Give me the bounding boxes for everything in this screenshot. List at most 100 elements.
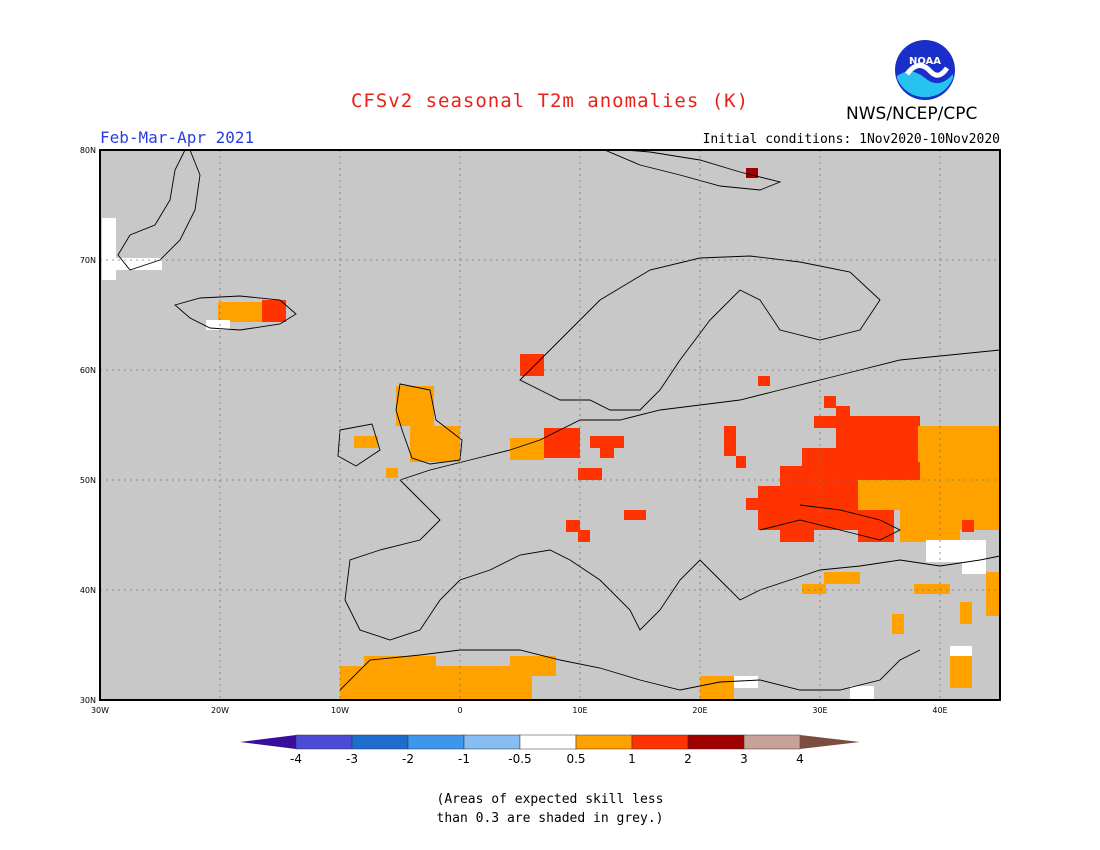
initial-conditions-label: Initial conditions: 1Nov2020-10Nov2020	[702, 132, 1000, 147]
anomaly-cell	[396, 386, 434, 426]
anomaly-cell	[824, 396, 836, 408]
map-title: CFSv2 seasonal T2m anomalies (K)	[350, 90, 750, 112]
noaa-logo-wave	[897, 71, 953, 98]
lon-label: 0	[457, 706, 462, 715]
anomaly-cell	[410, 426, 460, 462]
ireland-coast	[337, 423, 381, 467]
anomaly-cell	[858, 510, 894, 542]
anomaly-cell	[510, 438, 544, 460]
lon-label: 10E	[572, 706, 587, 715]
anomaly-cell	[814, 416, 836, 428]
anomaly-cell	[510, 656, 556, 676]
anomaly-cell	[836, 406, 850, 416]
skill-note-line1: (Areas of expected skill less	[436, 792, 664, 807]
colorbar-label: 4	[796, 752, 804, 766]
colorbar-label: -4	[290, 752, 302, 766]
lon-label: 20W	[211, 706, 229, 715]
lat-label: 60N	[80, 366, 96, 375]
anomaly-cell	[386, 468, 398, 478]
lon-label: 30E	[812, 706, 827, 715]
lat-label: 70N	[80, 256, 96, 265]
colorbar-low-arrow	[240, 735, 296, 749]
anomaly-cell	[858, 480, 942, 510]
anomaly-cell	[758, 376, 770, 386]
anomaly-cell	[780, 530, 814, 542]
colorbar-swatch	[687, 734, 745, 750]
anomaly-cells	[102, 168, 1000, 700]
colorbar-label: 2	[684, 752, 692, 766]
anomaly-cell	[824, 572, 860, 584]
anomaly-cell	[340, 666, 532, 700]
iceland-coast	[174, 295, 297, 331]
anomaly-cell	[892, 614, 904, 634]
colorbar-label: -3	[346, 752, 358, 766]
anomaly-cell	[218, 302, 266, 322]
anomaly-cell	[802, 448, 836, 468]
anomaly-cell	[624, 510, 646, 520]
noaa-logo-bird	[905, 63, 950, 78]
noaa-logo-text: NOAA	[909, 56, 941, 67]
anomaly-cell	[850, 686, 874, 700]
lon-label: 30W	[91, 706, 109, 715]
anomaly-cell	[364, 656, 436, 668]
lat-label: 40N	[80, 586, 96, 595]
colorbar-label: -2	[402, 752, 414, 766]
anomaly-cell	[600, 448, 614, 458]
colorbar-label: -0.5	[508, 752, 531, 766]
noaa-logo: NOAA	[895, 40, 955, 100]
anomaly-cell	[746, 168, 758, 178]
anomaly-cell	[206, 320, 230, 330]
lat-labels: 80N 70N 60N 50N 40N 30N	[80, 146, 96, 705]
colorbar-label: -1	[458, 752, 470, 766]
lon-label: 20E	[692, 706, 707, 715]
anomaly-cell	[724, 426, 736, 456]
coastlines	[117, 150, 1000, 691]
anomaly-cell	[986, 572, 1000, 616]
anomaly-cell	[950, 656, 972, 688]
mediterranean-north-coast	[344, 479, 1000, 641]
anomaly-cell	[758, 486, 858, 530]
lon-label: 10W	[331, 706, 349, 715]
lon-label: 40E	[932, 706, 947, 715]
lat-label: 50N	[80, 476, 96, 485]
svalbard-coast	[603, 150, 782, 191]
agency-label: NWS/NCEP/CPC	[846, 104, 978, 124]
britain-coast	[395, 383, 463, 465]
north-coast	[399, 349, 1000, 481]
anomaly-cell	[918, 426, 1000, 462]
lon-labels: 30W 20W 10W 0 10E 20E 30E 40E	[91, 706, 948, 715]
lat-label: 80N	[80, 146, 96, 155]
anomaly-cell	[900, 510, 960, 542]
colorbar-swatch	[407, 734, 465, 750]
anomaly-cell	[746, 498, 758, 510]
colorbar-high-arrow	[800, 735, 860, 749]
skill-note-line2: than 0.3 are shaded in grey.)	[436, 811, 664, 826]
anomaly-cell	[700, 676, 734, 700]
colorbar-swatch	[463, 734, 521, 750]
anomaly-cell	[590, 436, 624, 448]
anomaly-cell	[544, 428, 580, 458]
anomaly-cell	[802, 584, 826, 594]
colorbar-label: 0.5	[566, 752, 585, 766]
anomaly-cell	[914, 584, 950, 594]
colorbar-swatch	[743, 734, 801, 750]
anomaly-cell	[962, 520, 974, 532]
anomaly-cell	[926, 540, 986, 562]
anomaly-cell	[566, 520, 580, 532]
anomaly-cell	[960, 602, 972, 624]
graticule	[100, 150, 1000, 700]
anomaly-cell	[950, 646, 972, 656]
colorbar-label: 3	[740, 752, 748, 766]
colorbar: -4 -3 -2 -1 -0.5 0.5 1 2 3 4	[240, 734, 860, 766]
map-frame	[99, 149, 1001, 701]
anomaly-cell	[578, 468, 602, 480]
anomaly-cell	[578, 530, 590, 542]
season-label: Feb-Mar-Apr 2021	[100, 128, 255, 147]
anomaly-cell	[836, 416, 920, 466]
anomaly-cell	[736, 456, 746, 468]
anomaly-cell	[354, 436, 378, 448]
colorbar-swatch	[575, 734, 633, 750]
anomaly-cell	[102, 218, 116, 280]
black-sea-coast	[759, 504, 902, 541]
